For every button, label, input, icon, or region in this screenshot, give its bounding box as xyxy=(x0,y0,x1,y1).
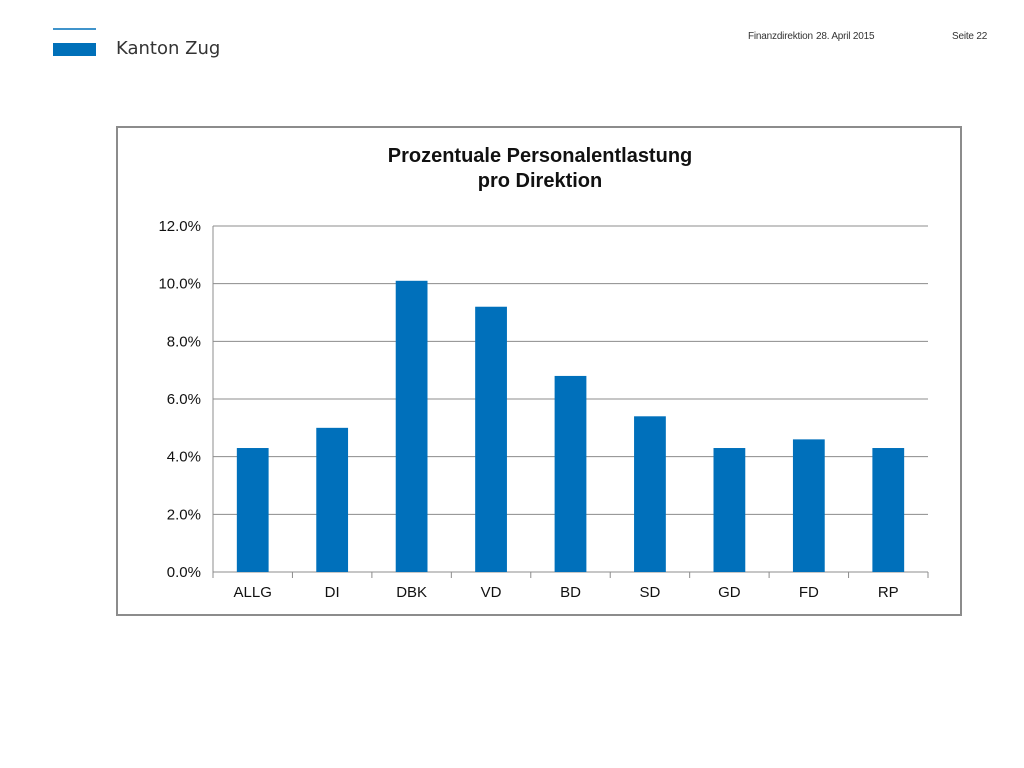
x-axis-tick-labels: ALLG DI DBK VD BD SD GD FD RP xyxy=(234,584,899,601)
x-tick-label: GD xyxy=(718,584,741,601)
logo-blue-bar xyxy=(53,43,96,56)
header-page-number: Seite 22 xyxy=(952,31,988,42)
bar-fd xyxy=(792,439,825,572)
chart-title-line-1: Prozentuale Personalentlastung xyxy=(388,145,693,167)
logo-text: Kanton Zug xyxy=(116,38,221,59)
header-department: Finanzdirektion xyxy=(748,31,813,42)
x-tick-label: RP xyxy=(878,584,899,601)
axes xyxy=(212,226,929,578)
bar-di xyxy=(316,427,349,572)
y-tick-label: 8.0% xyxy=(167,333,201,350)
x-tick-label: DI xyxy=(325,584,340,601)
y-tick-label: 6.0% xyxy=(167,391,201,408)
chart-title: Prozentuale Personalentlastung pro Direk… xyxy=(388,145,693,192)
y-tick-label: 4.0% xyxy=(167,449,201,466)
x-tick-label: VD xyxy=(481,584,502,601)
y-tick-label: 0.0% xyxy=(167,564,201,581)
header-date: 28. April 2015 xyxy=(816,31,875,42)
chart-title-line-2: pro Direktion xyxy=(478,170,602,192)
kanton-zug-logo: Kanton Zug xyxy=(53,26,253,66)
x-tick-label: BD xyxy=(560,584,581,601)
y-tick-label: 12.0% xyxy=(158,218,201,235)
x-tick-label: FD xyxy=(799,584,819,601)
bar-chart: Prozentuale Personalentlastung pro Direk… xyxy=(158,145,929,601)
x-tick-label: ALLG xyxy=(234,584,272,601)
y-axis-tick-labels: 0.0% 2.0% 4.0% 6.0% 8.0% 10.0% 12.0% xyxy=(158,218,201,581)
logo-thin-line xyxy=(53,28,96,30)
bar-sd xyxy=(634,416,666,572)
bar-vd xyxy=(475,306,507,572)
bars xyxy=(236,280,905,572)
x-tick-label: SD xyxy=(640,584,661,601)
y-tick-label: 10.0% xyxy=(158,276,201,293)
bar-rp xyxy=(872,448,905,572)
bar-bd xyxy=(554,375,587,572)
bar-allg xyxy=(236,448,269,572)
x-tick-label: DBK xyxy=(396,584,427,601)
bar-gd xyxy=(713,448,746,572)
y-tick-label: 2.0% xyxy=(167,506,201,523)
bar-dbk xyxy=(395,280,428,572)
chart-frame: Prozentuale Personalentlastung pro Direk… xyxy=(116,126,962,616)
